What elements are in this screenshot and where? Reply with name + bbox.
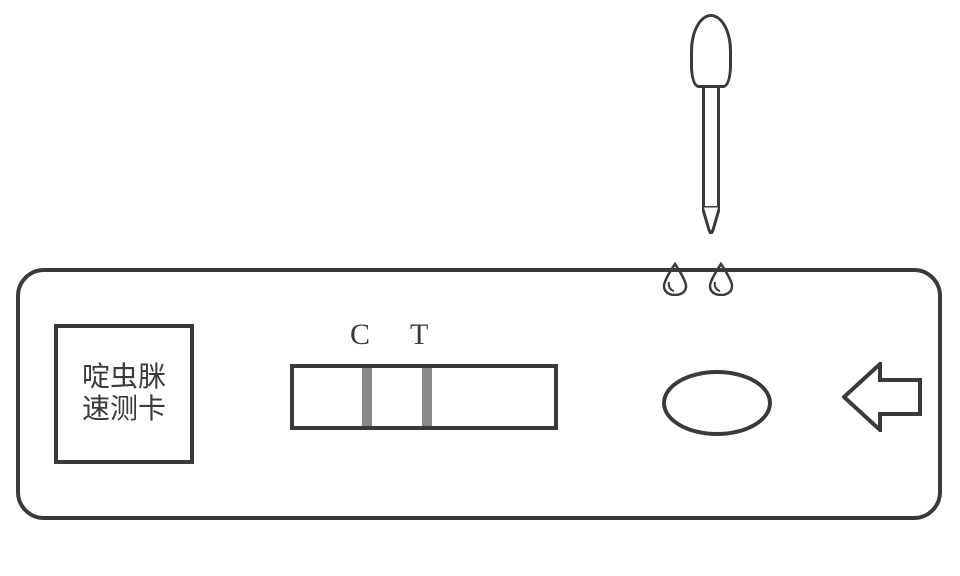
diagram-canvas: 啶虫脒 速测卡 C T bbox=[0, 0, 960, 576]
test-line bbox=[422, 368, 432, 426]
c-label: C bbox=[350, 318, 370, 352]
direction-arrow-icon bbox=[842, 362, 922, 432]
product-label-line2: 速测卡 bbox=[82, 394, 166, 426]
dropper-tip bbox=[702, 206, 720, 234]
product-label-text: 啶虫脒 速测卡 bbox=[82, 362, 166, 426]
result-window bbox=[290, 364, 558, 430]
sample-well bbox=[662, 370, 772, 436]
control-line bbox=[362, 368, 372, 426]
dropper-stem bbox=[702, 86, 720, 206]
dropper-bulb bbox=[690, 14, 732, 88]
product-label-box: 啶虫脒 速测卡 bbox=[54, 324, 194, 464]
t-label: T bbox=[410, 318, 428, 352]
product-label-line1: 啶虫脒 bbox=[82, 362, 166, 394]
